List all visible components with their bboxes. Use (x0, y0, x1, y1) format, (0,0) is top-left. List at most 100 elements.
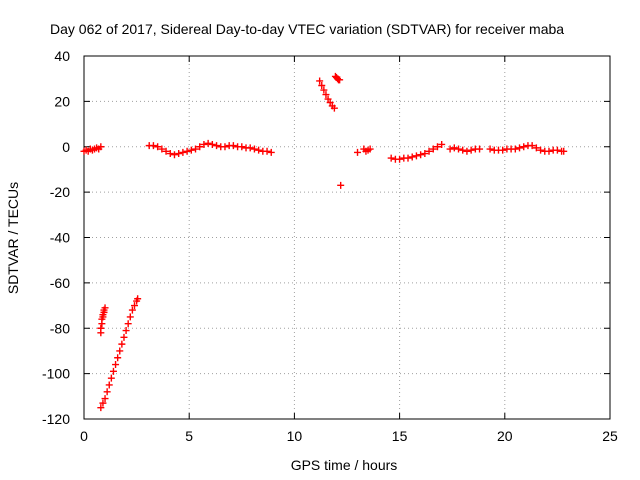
series-evening (486, 142, 568, 155)
data-point (316, 77, 324, 85)
data-point (263, 147, 271, 155)
data-point (255, 146, 263, 154)
data-point (459, 146, 467, 154)
data-point (336, 76, 344, 84)
data-point (183, 147, 191, 155)
plot-frame (83, 55, 611, 420)
data-point (134, 295, 142, 303)
data-point (200, 140, 208, 148)
data-point (166, 150, 174, 158)
data-point (229, 142, 237, 150)
x-axis-label: GPS time / hours (291, 457, 398, 473)
data-point (499, 146, 507, 154)
y-tick-label: -80 (50, 320, 70, 336)
data-point (130, 302, 138, 310)
data-points (80, 72, 568, 412)
data-point (267, 148, 275, 156)
data-point (158, 145, 166, 153)
data-point (114, 354, 122, 362)
data-point (105, 381, 113, 389)
y-tick-label: -60 (50, 275, 70, 291)
data-point (429, 145, 437, 153)
y-tick-label: -100 (42, 366, 70, 382)
series-noon-high (331, 72, 344, 84)
data-point (354, 148, 362, 156)
data-point (122, 327, 130, 335)
series-steep-rise (97, 295, 142, 412)
gridlines (84, 56, 610, 419)
data-point (446, 145, 454, 153)
data-point (238, 143, 246, 151)
data-point (417, 151, 425, 159)
data-point (208, 140, 216, 148)
data-point (97, 404, 105, 412)
data-point (318, 81, 326, 89)
series-noon-outliers (337, 145, 374, 189)
data-point (545, 147, 553, 155)
data-point (128, 306, 136, 314)
data-point (124, 320, 132, 328)
data-point (99, 399, 107, 407)
data-point (162, 147, 170, 155)
y-tick-label: 40 (54, 48, 70, 64)
data-point (179, 148, 187, 156)
data-point (404, 154, 412, 162)
data-point (520, 143, 528, 151)
data-point (213, 142, 221, 150)
data-point (528, 142, 536, 150)
data-point (126, 313, 134, 321)
data-point (337, 181, 345, 189)
data-point (476, 145, 484, 153)
data-point (175, 150, 183, 158)
data-point (116, 347, 124, 355)
data-point (396, 155, 404, 163)
y-tick-label: 0 (62, 139, 70, 155)
data-point (560, 147, 568, 155)
series-noon-drop (316, 77, 338, 112)
x-tick-label: 15 (392, 428, 408, 444)
data-point (187, 146, 195, 154)
y-tick-label: -120 (42, 411, 70, 427)
data-point (107, 374, 115, 382)
data-point (112, 361, 120, 369)
data-point (425, 147, 433, 155)
data-point (97, 324, 105, 332)
data-point (421, 150, 429, 158)
data-point (516, 144, 524, 152)
data-point (463, 147, 471, 155)
data-point (101, 304, 109, 312)
data-point (532, 144, 540, 152)
series-early-flat (80, 143, 105, 155)
chart-title: Day 062 of 2017, Sidereal Day-to-day VTE… (50, 21, 564, 37)
data-point (408, 153, 416, 161)
data-point (196, 143, 204, 151)
data-point (537, 146, 545, 154)
data-point (433, 143, 441, 151)
data-point (412, 152, 420, 160)
data-point (320, 86, 328, 94)
data-point (330, 104, 338, 112)
data-point (118, 340, 126, 348)
x-tick-label: 10 (287, 428, 303, 444)
data-point (120, 333, 128, 341)
data-point (246, 144, 254, 152)
series-early-cluster (97, 304, 109, 337)
data-point (250, 145, 258, 153)
data-point (486, 145, 494, 153)
data-point (154, 143, 162, 151)
series-late-afternoon (446, 144, 484, 155)
series-afternoon (387, 140, 446, 163)
data-point (204, 139, 212, 147)
data-point (322, 91, 330, 99)
x-tick-label: 20 (497, 428, 513, 444)
data-point (192, 145, 200, 153)
series-midmorning (145, 139, 275, 159)
x-tick-label: 25 (602, 428, 618, 444)
data-point (511, 145, 519, 153)
data-point (450, 144, 458, 152)
data-point (221, 143, 229, 151)
y-tick-label: -40 (50, 230, 70, 246)
data-point (455, 145, 463, 153)
data-point (170, 151, 178, 159)
